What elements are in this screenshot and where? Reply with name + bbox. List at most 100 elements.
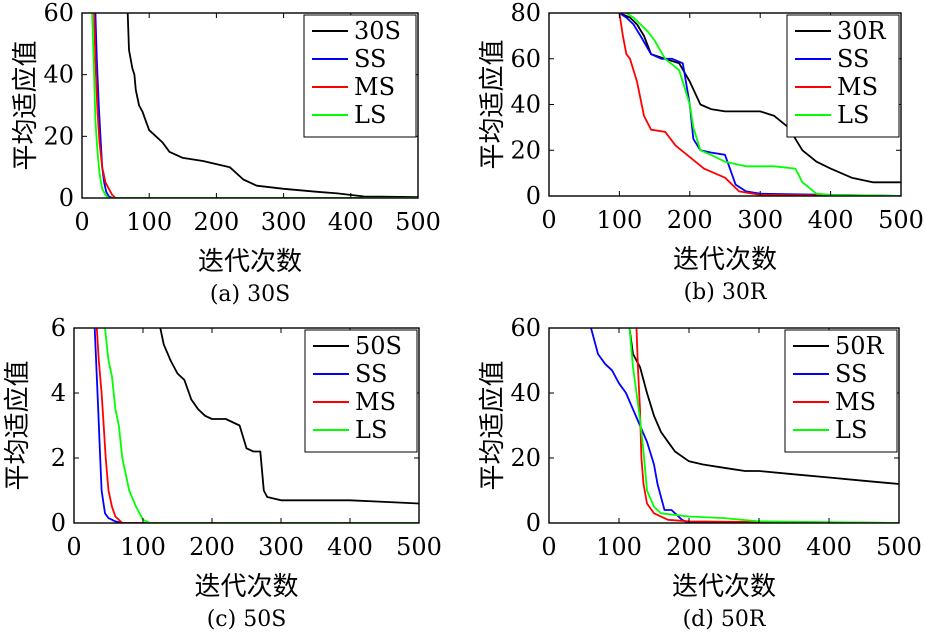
x-tick-label: 100	[596, 206, 642, 234]
x-tick-label: 200	[193, 208, 239, 236]
x-tick-label: 0	[74, 208, 89, 236]
series-line-ms	[93, 13, 418, 198]
x-axis-label: 迭代次数	[198, 247, 302, 277]
subplot-caption: (b) 30R	[684, 280, 768, 305]
series-line-ls	[625, 13, 901, 196]
y-tick-label: 20	[43, 122, 74, 150]
x-tick-label: 500	[878, 206, 924, 234]
x-tick-label: 300	[261, 208, 307, 236]
legend-box	[303, 14, 417, 138]
x-tick-label: 500	[876, 533, 922, 561]
y-tick-label: 40	[510, 379, 541, 407]
series-group	[93, 328, 419, 523]
series-line-ms	[618, 13, 901, 196]
subplot-4: 0 100 200 300 400 500 0 20 40 60 迭代次数 (d) 50R 平均适应值 5…	[478, 314, 922, 632]
legend-entry-ss: SS	[837, 45, 869, 73]
y-tick-label: 80	[510, 0, 541, 27]
legend-entry-ls: LS	[837, 101, 869, 129]
series-line-30s	[126, 13, 418, 198]
subplot-caption: (d) 50R	[683, 607, 767, 632]
series-line-ls	[628, 328, 899, 523]
x-tick-label: 100	[596, 533, 642, 561]
y-tick-label: 0	[526, 509, 541, 537]
y-tick-label: 60	[510, 314, 541, 342]
x-tick-label: 0	[541, 533, 556, 561]
y-tick-label: 0	[51, 509, 66, 537]
x-tick-label: 100	[120, 533, 166, 561]
y-tick-label: 40	[510, 91, 541, 119]
legend-entry-ms: MS	[837, 73, 878, 101]
subplot-1: 0 100 200 300 400 500 0 20 40 60 迭代次数 (a) 30S 平均适应值 3…	[11, 0, 441, 307]
x-tick-label: 500	[395, 208, 441, 236]
y-tick-label: 6	[51, 314, 66, 342]
y-axis-label: 平均适应值	[3, 360, 33, 490]
legend-box	[304, 329, 418, 453]
series-line-50r	[628, 328, 899, 485]
x-tick-label: 100	[126, 208, 172, 236]
legend-entry-50r: 50R	[835, 332, 885, 360]
x-tick-label: 200	[189, 533, 235, 561]
legend-entry-ms: MS	[355, 388, 396, 416]
legend-entry-50s: 50S	[355, 332, 402, 360]
subplot-caption: (c) 50S	[207, 607, 287, 632]
legend-entry-30r: 30R	[837, 17, 887, 45]
y-tick-label: 60	[43, 0, 74, 27]
y-tick-label: 0	[526, 182, 541, 210]
x-tick-label: 300	[258, 533, 304, 561]
legend-entry-ss: SS	[355, 360, 387, 388]
series-line-ms	[95, 328, 419, 523]
legend-entry-ss: SS	[835, 360, 867, 388]
x-tick-label: 400	[806, 533, 852, 561]
x-tick-label: 0	[541, 206, 556, 234]
subplot-caption: (a) 30S	[210, 282, 290, 307]
x-tick-label: 500	[396, 533, 442, 561]
y-tick-label: 60	[510, 45, 541, 73]
x-axis-label: 迭代次数	[673, 245, 777, 275]
series-line-ms	[635, 328, 899, 523]
x-axis-label: 迭代次数	[194, 572, 298, 602]
axes-frame	[81, 12, 419, 199]
series-line-ls	[91, 13, 418, 198]
subplot-3: 0 100 200 300 400 500 0 2 4 6 迭代次数 (c) 50S 平均适应值 50SS…	[3, 314, 442, 632]
y-tick-label: 20	[510, 444, 541, 472]
x-tick-label: 400	[328, 208, 374, 236]
x-tick-label: 200	[666, 533, 712, 561]
y-tick-label: 20	[510, 136, 541, 164]
y-tick-label: 40	[43, 61, 74, 89]
legend-entry-ls: LS	[835, 416, 867, 444]
series-group	[91, 13, 418, 198]
series-group	[618, 13, 901, 196]
legend-entry-ls: LS	[354, 101, 386, 129]
y-axis-label: 平均适应值	[478, 360, 508, 490]
series-group	[590, 328, 899, 523]
legend-entry-ms: MS	[835, 388, 876, 416]
x-tick-label: 400	[327, 533, 373, 561]
legend-entry-ls: LS	[355, 416, 387, 444]
x-tick-label: 200	[667, 206, 713, 234]
y-axis-label: 平均适应值	[478, 39, 508, 169]
axes-frame	[73, 327, 420, 524]
y-tick-label: 4	[51, 379, 66, 407]
series-line-30r	[619, 13, 901, 184]
x-tick-label: 0	[66, 533, 81, 561]
legend-entry-ss: SS	[354, 45, 386, 73]
axes-frame	[548, 327, 900, 524]
x-tick-label: 300	[737, 206, 783, 234]
series-line-ls	[104, 328, 419, 523]
legend-box	[786, 14, 900, 138]
series-line-ss	[93, 328, 419, 523]
legend-entry-30s: 30S	[354, 17, 401, 45]
y-tick-label: 2	[51, 444, 66, 472]
legend-entry-ms: MS	[354, 73, 395, 101]
x-tick-label: 300	[736, 533, 782, 561]
series-line-50s	[159, 328, 419, 505]
x-tick-label: 400	[808, 206, 854, 234]
legend-box	[784, 329, 898, 453]
y-tick-label: 0	[59, 184, 74, 212]
subplot-2: 0 100 200 300 400 500 0 20 40 60 80 迭代次数 (b) 30R 平均适应…	[478, 0, 924, 305]
